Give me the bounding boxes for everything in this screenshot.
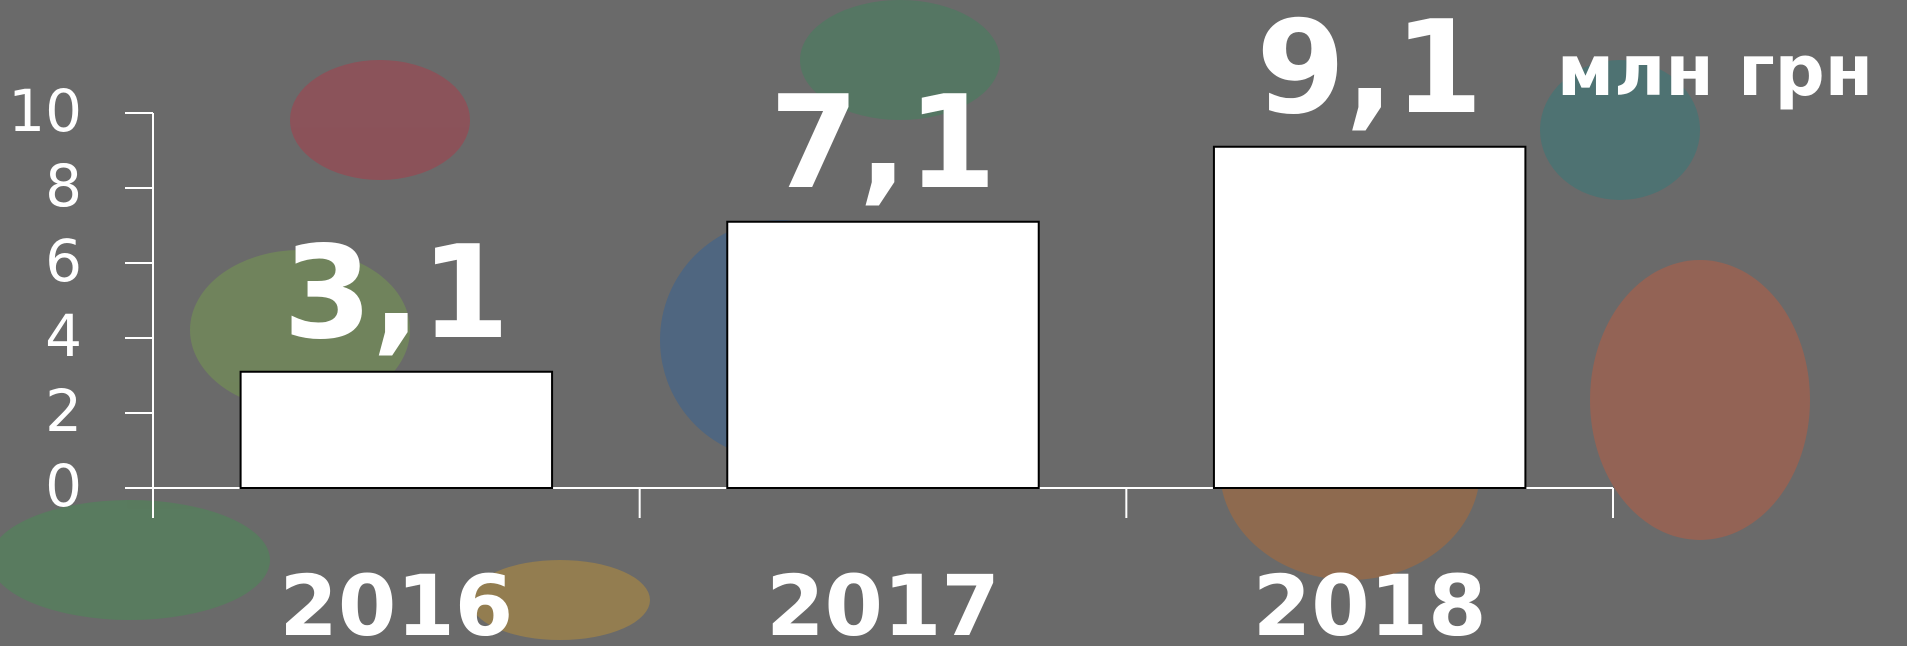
value-label: 9,1 [1256, 0, 1483, 143]
x-tick-label: 2017 [766, 557, 1000, 646]
y-tick-label: 10 [8, 77, 82, 145]
y-tick-label: 0 [45, 452, 82, 520]
bar [1214, 147, 1525, 488]
bar [241, 372, 552, 488]
unit-annotation: млн грн [1557, 30, 1873, 112]
y-tick-label: 2 [45, 377, 82, 445]
y-tick-label: 8 [45, 152, 82, 220]
page: млн грн 024681020163,120177,120189,1 (()… [0, 0, 1907, 646]
bar [727, 222, 1038, 488]
y-tick-label: 4 [45, 302, 82, 370]
value-label: 7,1 [770, 69, 997, 218]
chart: млн грн 0 2 4 6 8 10 2016 3,1 2017 7,1 2018 9,1 [0, 0, 1907, 646]
y-tick-label: 6 [45, 227, 82, 295]
x-tick-label: 2016 [279, 557, 513, 646]
value-label: 3,1 [283, 219, 510, 368]
x-tick-label: 2018 [1253, 557, 1487, 646]
